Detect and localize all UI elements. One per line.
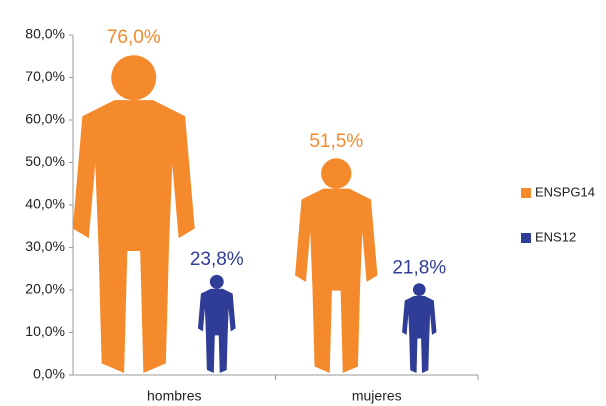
figure bbox=[295, 158, 377, 373]
chart: 0,0% 10,0% 20,0% 30,0% 40,0% 50,0% 60,0% 70,0% 8… bbox=[0, 0, 606, 406]
value-label: 23,8% bbox=[190, 249, 244, 270]
x-tick-label: hombres bbox=[147, 388, 201, 404]
x-tick-label: mujeres bbox=[352, 388, 402, 404]
legend-swatch bbox=[521, 233, 531, 243]
y-tick-label: 60,0% bbox=[25, 111, 65, 127]
value-label: 76,0% bbox=[107, 27, 161, 48]
y-tick-label: 10,0% bbox=[25, 323, 65, 339]
y-tick-label: 50,0% bbox=[25, 153, 65, 169]
figure bbox=[73, 55, 195, 373]
legend-label: ENSPG14 bbox=[535, 184, 595, 199]
figure bbox=[402, 283, 436, 373]
y-tick-label: 0,0% bbox=[33, 366, 65, 382]
y-tick-label: 70,0% bbox=[25, 68, 65, 84]
y-tick-label: 30,0% bbox=[25, 238, 65, 254]
y-tick-label: 20,0% bbox=[25, 281, 65, 297]
y-tick-label: 80,0% bbox=[25, 26, 65, 42]
value-label: 21,8% bbox=[392, 257, 446, 278]
value-label: 51,5% bbox=[309, 131, 363, 152]
legend-label: ENS12 bbox=[535, 229, 576, 244]
y-tick-label: 40,0% bbox=[25, 196, 65, 212]
figure bbox=[198, 275, 236, 373]
legend-swatch bbox=[521, 188, 531, 198]
